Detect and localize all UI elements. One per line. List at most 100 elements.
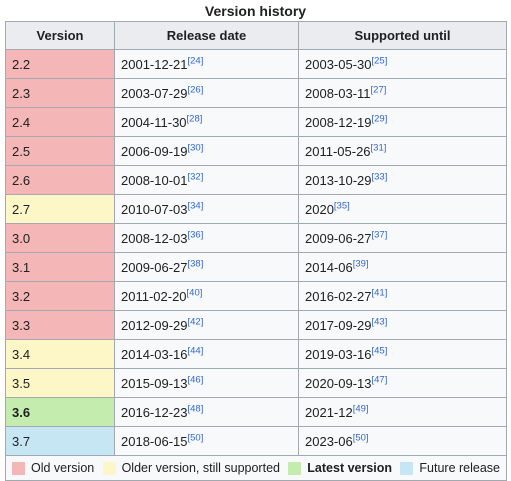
supported-until-citation-link[interactable]: [45] [371,345,388,357]
supported-until-date: 2003-05-30 [305,56,372,72]
version-cell: 2.4 [5,107,115,137]
release-date-cell: 2010-07-03[34] [114,194,299,224]
legend-label-latest: Latest version [307,461,393,475]
legend-label-old: Old version [31,461,95,475]
release-date-cell: 2001-12-21[24] [114,49,299,79]
release-date-citation-link[interactable]: [48] [187,403,204,415]
legend-swatch-future [400,461,414,475]
supported-until-citation-link[interactable]: [43] [371,316,388,328]
version-number: 3.0 [12,230,31,246]
legend-item-older: Older version, still supported [102,461,280,475]
release-date: 2012-09-29 [121,317,188,333]
supported-until-cell: 2016-02-27[41] [298,281,507,311]
version-number: 3.1 [12,259,31,275]
supported-until-cell: 2020-09-13[47] [298,368,507,398]
table-row: 2.2 2001-12-21[24] 2003-05-30[25] [5,49,507,79]
supported-until-citation-link[interactable]: [50] [352,432,369,444]
version-number: 2.5 [12,143,31,159]
table-row: 3.1 2009-06-27[38] 2014-06[39] [5,252,507,282]
supported-until-citation-link[interactable]: [35] [333,200,350,212]
release-date: 2009-06-27 [121,259,188,275]
release-date: 2016-12-23 [121,404,188,420]
header-release-date: Release date [114,21,299,50]
table-row: 3.7 2018-06-15[50] 2023-06[50] [5,426,507,456]
release-date: 2011-02-20 [121,288,187,304]
release-date-citation-link[interactable]: [40] [186,287,203,299]
legend-row: Old version Older version, still support… [5,455,507,481]
table-caption: Version history [204,3,307,19]
version-number: 3.4 [12,346,31,362]
version-history-table-container: Version history Version Release date Sup… [5,3,507,481]
supported-until-date: 2014-06 [305,259,353,275]
release-date-citation-link[interactable]: [44] [187,345,204,357]
version-cell: 2.2 [5,49,115,79]
version-cell: 2.7 [5,194,115,224]
supported-until-date: 2009-06-27 [305,230,372,246]
supported-until-citation-link[interactable]: [49] [352,403,369,415]
supported-until-cell: 2020[35] [298,194,507,224]
version-cell: 3.5 [5,368,115,398]
table-row: 2.3 2003-07-29[26] 2008-03-11[27] [5,78,507,108]
supported-until-date: 2019-03-16 [305,346,372,362]
release-date: 2001-12-21 [121,56,188,72]
supported-until-date: 2021-12 [305,404,353,420]
legend-item-latest: Latest version [288,461,392,475]
table-row: 2.4 2004-11-30[28] 2008-12-19[29] [5,107,507,137]
release-date: 2010-07-03 [121,201,188,217]
supported-until-date: 2023-06 [305,433,353,449]
release-date-citation-link[interactable]: [32] [187,171,204,183]
release-date-citation-link[interactable]: [50] [187,432,204,444]
release-date-cell: 2009-06-27[38] [114,252,299,282]
release-date-citation-link[interactable]: [46] [187,374,204,386]
supported-until-date: 2020-09-13 [305,375,372,391]
supported-until-citation-link[interactable]: [47] [371,374,388,386]
release-date-citation-link[interactable]: [28] [186,113,203,125]
table-row: 3.6 2016-12-23[48] 2021-12[49] [5,397,507,427]
table-row: 2.6 2008-10-01[32] 2013-10-29[33] [5,165,507,195]
release-date-citation-link[interactable]: [30] [187,142,204,154]
release-date-citation-link[interactable]: [26] [187,84,204,96]
release-date-cell: 2008-12-03[36] [114,223,299,253]
supported-until-citation-link[interactable]: [31] [370,142,387,154]
release-date-cell: 2015-09-13[46] [114,368,299,398]
supported-until-cell: 2014-06[39] [298,252,507,282]
release-date-cell: 2004-11-30[28] [114,107,299,137]
legend-item-old: Old version [12,461,94,475]
supported-until-citation-link[interactable]: [41] [371,287,388,299]
supported-until-date: 2008-12-19 [305,114,372,130]
version-number: 2.3 [12,85,31,101]
version-cell: 3.4 [5,339,115,369]
header-supported-until: Supported until [298,21,507,50]
supported-until-citation-link[interactable]: [25] [371,55,388,67]
supported-until-citation-link[interactable]: [27] [370,84,387,96]
version-cell: 3.0 [5,223,115,253]
table-row: 3.5 2015-09-13[46] 2020-09-13[47] [5,368,507,398]
release-date-cell: 2014-03-16[44] [114,339,299,369]
supported-until-cell: 2003-05-30[25] [298,49,507,79]
table-row: 2.7 2010-07-03[34] 2020[35] [5,194,507,224]
supported-until-citation-link[interactable]: [29] [371,113,388,125]
legend-swatch-older [102,461,116,475]
release-date: 2014-03-16 [121,346,188,362]
supported-until-cell: 2017-09-29[43] [298,310,507,340]
supported-until-citation-link[interactable]: [37] [371,229,388,241]
legend-label-older: Older version, still supported [121,461,280,475]
supported-until-citation-link[interactable]: [33] [371,171,388,183]
release-date-citation-link[interactable]: [38] [187,258,204,270]
version-number: 2.6 [12,172,31,188]
header-version: Version [5,21,115,50]
supported-until-date: 2016-02-27 [305,288,372,304]
release-date-citation-link[interactable]: [34] [187,200,204,212]
release-date-citation-link[interactable]: [36] [187,229,204,241]
legend-item-future: Future release [400,461,500,475]
release-date-cell: 2018-06-15[50] [114,426,299,456]
supported-until-cell: 2013-10-29[33] [298,165,507,195]
legend-swatch-old [12,461,25,475]
table-row: 3.4 2014-03-16[44] 2019-03-16[45] [5,339,507,369]
supported-until-citation-link[interactable]: [39] [352,258,369,270]
table-row: 2.5 2006-09-19[30] 2011-05-26[31] [5,136,507,166]
release-date-citation-link[interactable]: [42] [187,316,204,328]
supported-until-date: 2011-05-26 [305,143,371,159]
version-number: 2.7 [12,201,31,217]
release-date-citation-link[interactable]: [24] [187,55,204,67]
